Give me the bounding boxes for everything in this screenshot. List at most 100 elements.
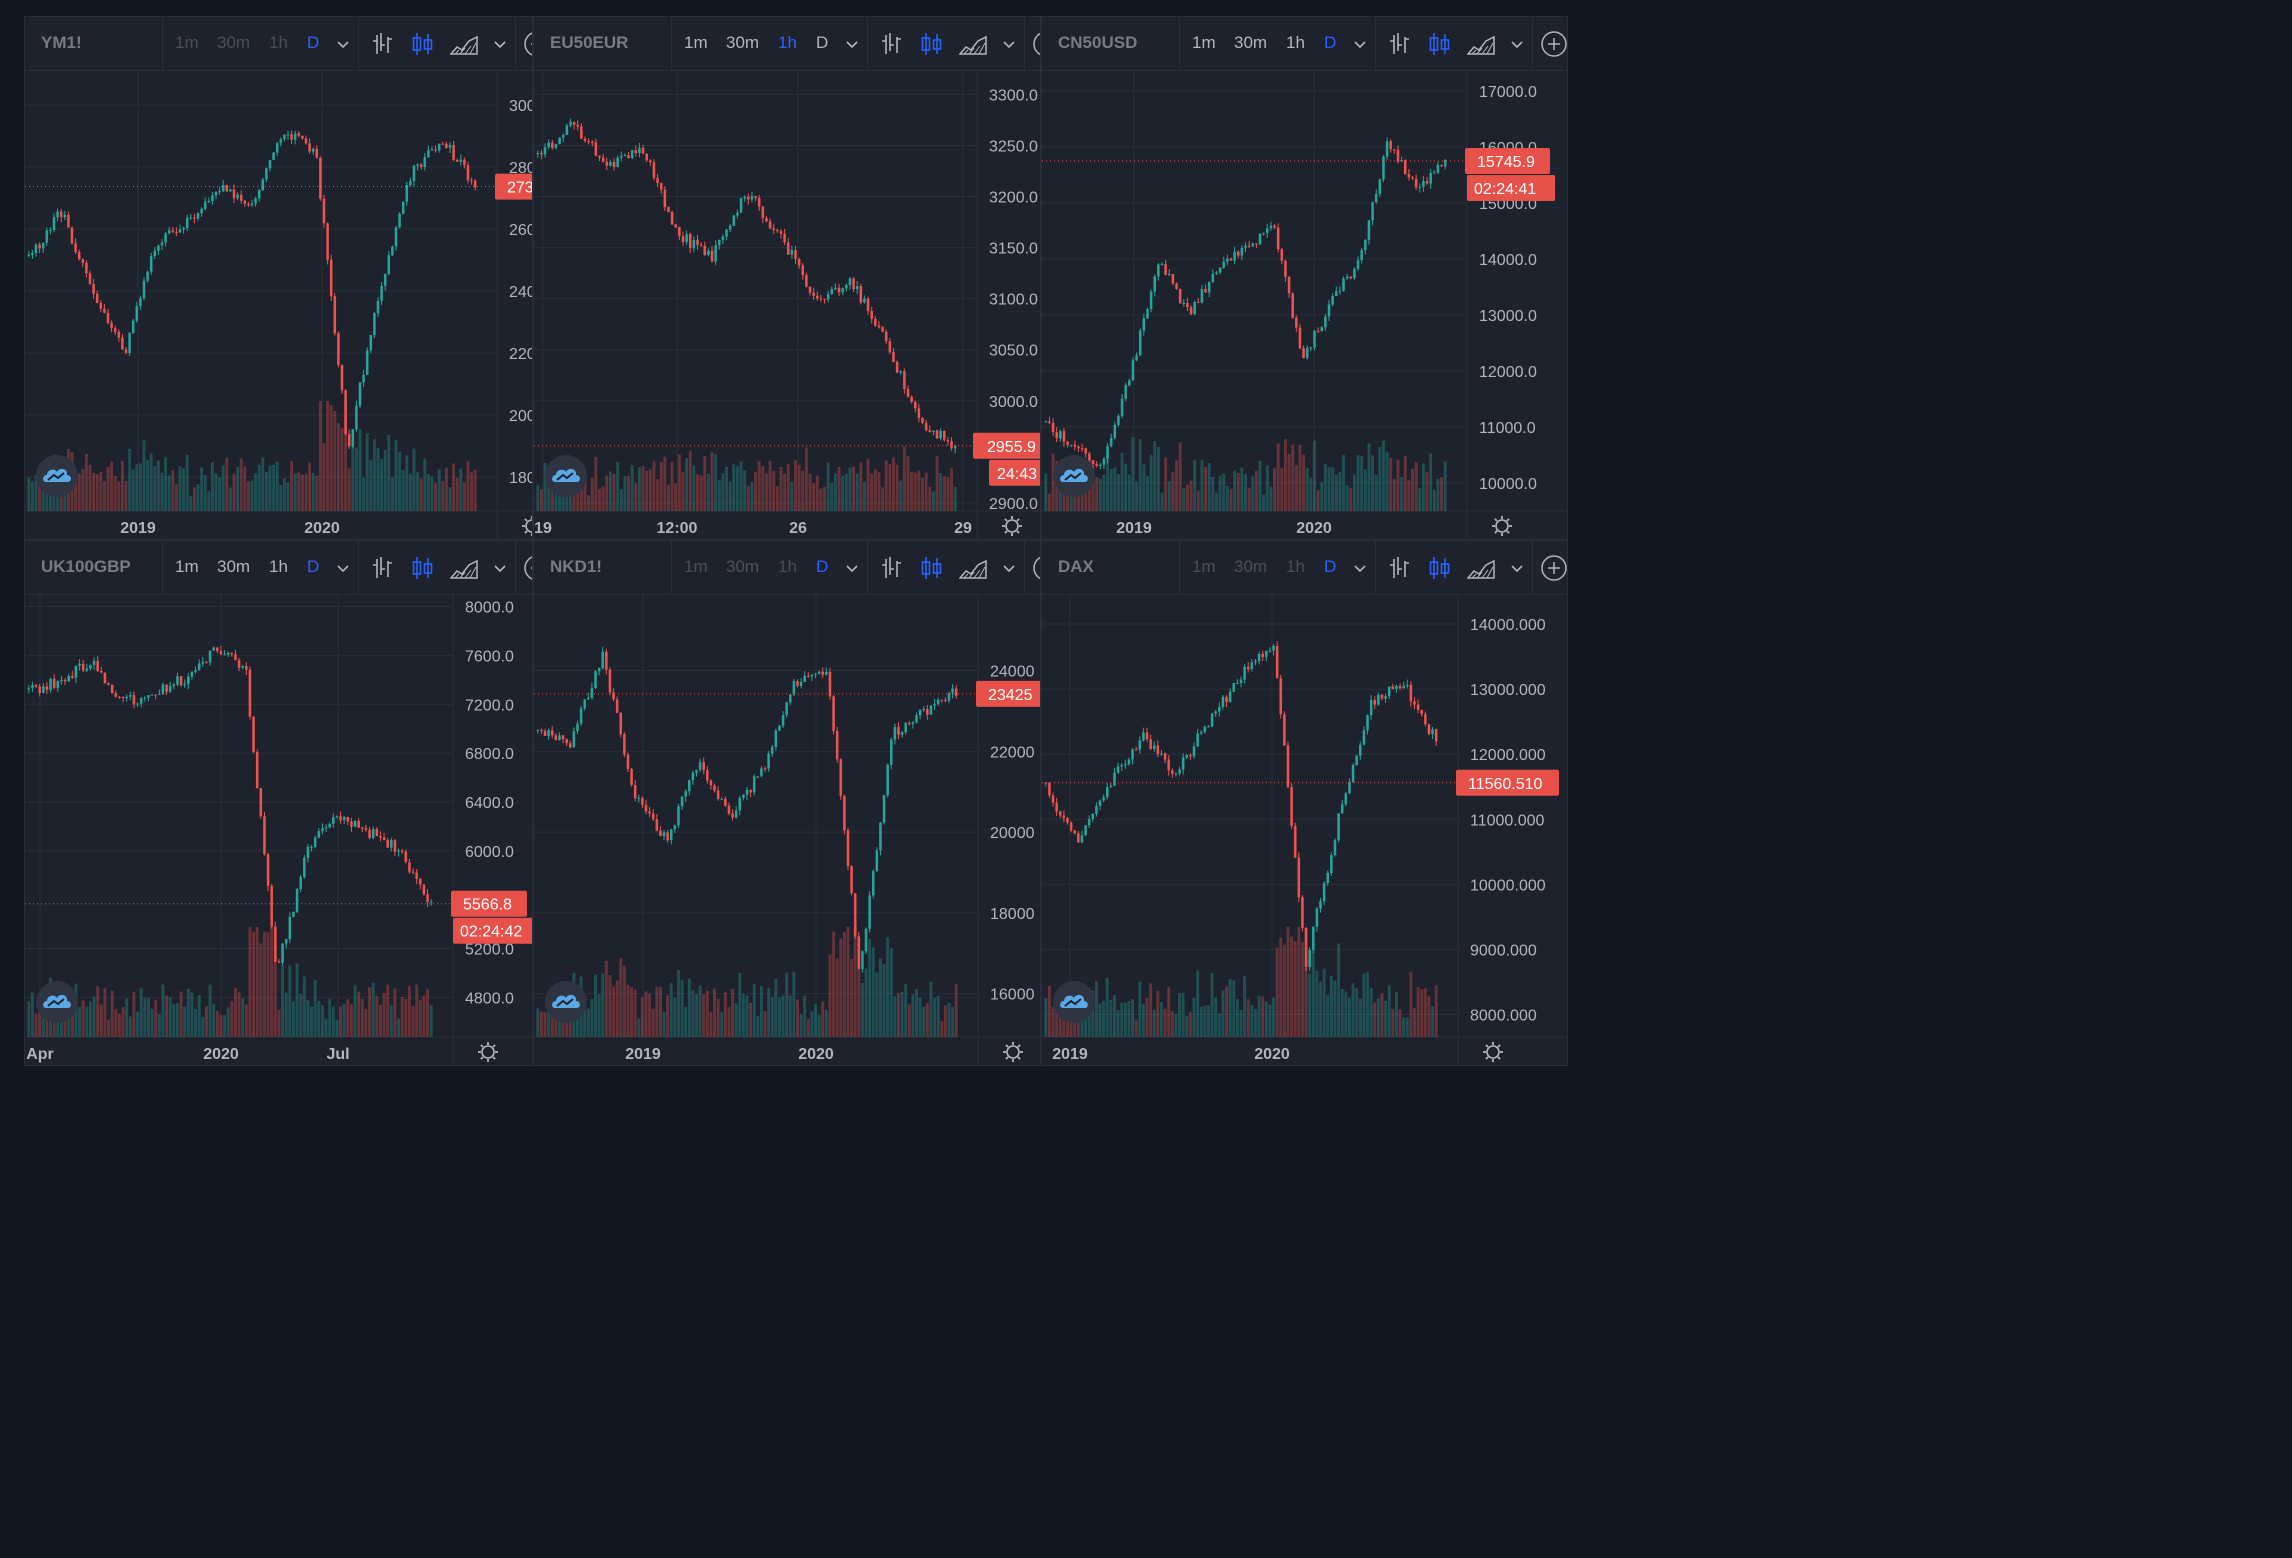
candle-body (1293, 826, 1297, 858)
symbol-name[interactable]: DAX (1058, 557, 1094, 576)
bars-icon[interactable] (1387, 31, 1411, 57)
bars-icon[interactable] (1387, 555, 1411, 581)
chevron-down-icon[interactable] (493, 40, 507, 50)
settings-gear-icon[interactable] (1482, 1041, 1504, 1063)
bars-icon[interactable] (879, 555, 903, 581)
candle-body (463, 159, 466, 166)
area-chart-icon[interactable] (959, 558, 987, 580)
settings-gear-icon[interactable] (1002, 1041, 1024, 1063)
candle-body (1059, 811, 1062, 816)
symbol-name[interactable]: YM1! (41, 33, 82, 52)
chart-panel-2[interactable]: 17000.016000.015000.014000.013000.012000… (1041, 16, 1568, 540)
candle-body (216, 647, 219, 652)
volume-bar (328, 998, 332, 1037)
chart-panel-0[interactable]: 3000028000260002400022000200001800020192… (24, 16, 533, 540)
chevron-down-icon[interactable] (1510, 564, 1524, 574)
interval-30m[interactable]: 30m (726, 33, 760, 52)
candle-body (1160, 263, 1164, 265)
candles-icon[interactable] (411, 31, 435, 57)
interval-1m[interactable]: 1m (1192, 33, 1216, 52)
settings-gear-icon[interactable] (1001, 515, 1023, 537)
symbol-name[interactable]: EU50EUR (550, 33, 629, 52)
symbol-name[interactable]: NKD1! (550, 557, 602, 576)
compare-add-icon[interactable] (1032, 30, 1041, 58)
chevron-down-icon[interactable] (1510, 40, 1524, 50)
area-chart-icon[interactable] (450, 34, 478, 56)
chevron-down-icon[interactable] (1353, 40, 1367, 50)
interval-D[interactable]: D (816, 33, 829, 52)
volume-bar (398, 451, 402, 511)
chevron-down-icon[interactable] (845, 40, 859, 50)
compare-add-icon[interactable] (523, 30, 533, 58)
symbol-name[interactable]: CN50USD (1058, 33, 1138, 52)
chevron-down-icon[interactable] (1002, 40, 1016, 50)
volume-bars (536, 446, 957, 511)
area-chart-icon[interactable] (959, 34, 987, 56)
volume-bar (1160, 492, 1164, 511)
volume-bar (1120, 1002, 1124, 1037)
interval-D[interactable]: D (816, 557, 829, 576)
interval-1h[interactable]: 1h (1286, 557, 1305, 576)
candles-icon[interactable] (1428, 31, 1452, 57)
interval-1h[interactable]: 1h (269, 557, 288, 576)
candles-icon[interactable] (920, 31, 944, 57)
compare-add-icon[interactable] (1032, 554, 1041, 582)
interval-1h[interactable]: 1h (778, 557, 797, 576)
interval-1m[interactable]: 1m (1192, 557, 1216, 576)
volume-bar (775, 486, 779, 511)
settings-gear-icon[interactable] (477, 1041, 499, 1063)
interval-30m[interactable]: 30m (217, 557, 251, 576)
interval-D[interactable]: D (307, 33, 320, 52)
compare-add-icon[interactable] (1540, 30, 1568, 58)
candle-body (897, 727, 900, 735)
interval-30m[interactable]: 30m (217, 33, 251, 52)
area-chart-icon[interactable] (1467, 34, 1495, 56)
bars-icon[interactable] (370, 555, 394, 581)
candle-body (303, 857, 306, 877)
candles-icon[interactable] (1428, 555, 1452, 581)
interval-1h[interactable]: 1h (269, 33, 288, 52)
chevron-down-icon[interactable] (1353, 564, 1367, 574)
chart-panel-3[interactable]: 8000.0 7600.0 7200.0 6800.0 6400.0 6000.0 5200… (24, 540, 533, 1066)
candle-body (612, 692, 615, 700)
chevron-down-icon[interactable] (336, 40, 350, 50)
bars-icon[interactable] (370, 31, 394, 57)
volume-bar (1418, 488, 1422, 511)
candles-icon[interactable] (920, 555, 944, 581)
interval-1h[interactable]: 1h (778, 33, 797, 52)
settings-gear-icon[interactable] (1491, 515, 1513, 537)
bars-icon[interactable] (879, 31, 903, 57)
symbol-name[interactable]: UK100GBP (41, 557, 131, 576)
chart-panel-4[interactable]: 24000 22000 20000 18000 16000 2019 2020 23425 NK… (533, 540, 1041, 1066)
interval-1m[interactable]: 1m (684, 557, 708, 576)
chevron-down-icon[interactable] (845, 564, 859, 574)
price-chart[interactable]: 3000028000260002400022000200001800020192… (25, 17, 533, 540)
price-chart[interactable]: 3300.03250.03200.03150.03100.03050.03000… (534, 17, 1041, 540)
interval-30m[interactable]: 30m (726, 557, 760, 576)
chart-panel-1[interactable]: 3300.0 3250.0 3200.0 3150.0 3100.0 3050.0 3000… (533, 16, 1041, 540)
interval-D[interactable]: D (1324, 557, 1337, 576)
interval-1m[interactable]: 1m (684, 33, 708, 52)
price-chart[interactable]: 17000.016000.015000.014000.013000.012000… (1042, 17, 1568, 540)
interval-30m[interactable]: 30m (1234, 33, 1268, 52)
chevron-down-icon[interactable] (493, 564, 507, 574)
interval-30m[interactable]: 30m (1234, 557, 1268, 576)
settings-gear-icon[interactable] (521, 515, 533, 537)
chevron-down-icon[interactable] (336, 564, 350, 574)
candle-body (1210, 713, 1214, 727)
chevron-down-icon[interactable] (1002, 564, 1016, 574)
area-chart-icon[interactable] (450, 558, 478, 580)
chart-panel-5[interactable]: 14000.000 13000.000 12000.000 11000.000 1000… (1041, 540, 1568, 1066)
interval-D[interactable]: D (307, 557, 320, 576)
interval-D[interactable]: D (1324, 33, 1337, 52)
price-chart[interactable]: 8000.07600.07200.06800.06400.06000.05200… (25, 541, 533, 1066)
candles-icon[interactable] (411, 555, 435, 581)
price-chart[interactable]: 14000.00013000.00012000.00011000.0001000… (1042, 541, 1568, 1066)
interval-1m[interactable]: 1m (175, 557, 199, 576)
interval-1m[interactable]: 1m (175, 33, 199, 52)
compare-add-icon[interactable] (1540, 554, 1568, 582)
compare-add-icon[interactable] (523, 554, 533, 582)
area-chart-icon[interactable] (1467, 558, 1495, 580)
interval-1h[interactable]: 1h (1286, 33, 1305, 52)
